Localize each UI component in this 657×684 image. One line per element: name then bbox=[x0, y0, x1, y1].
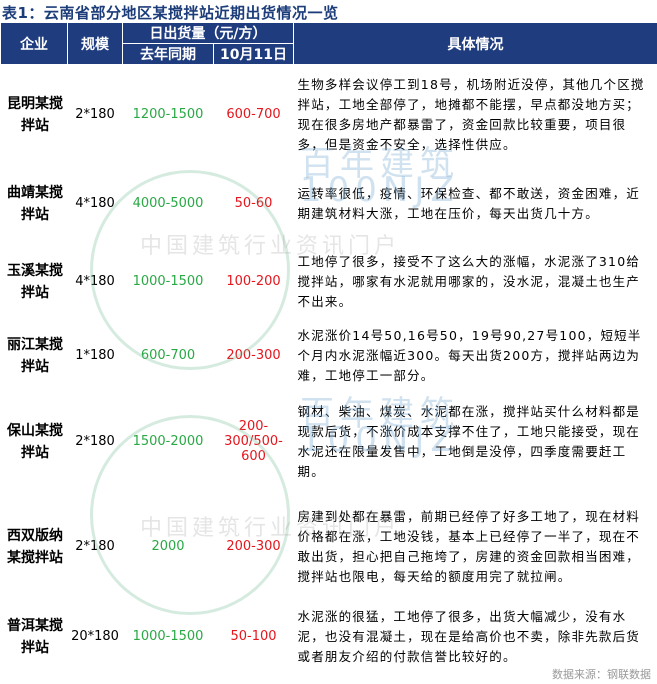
table-row: 保山某搅拌站 2*180 1500-2000 200-300/500-600 钢材、柴油… bbox=[1, 391, 657, 493]
shipment-table: 企业 规模 日出货量（元/方） 具体情况 去年同期 10月11日 昆明某搅拌站 2… bbox=[0, 22, 657, 673]
last-year-cell: 1200-1500 bbox=[132, 107, 204, 123]
detail-cell: 工地停了很多，接受不了这么大的涨幅，水泥涨了310给搅拌站，哪家有水泥就用哪家的… bbox=[297, 253, 641, 309]
last-year-cell: 1000-1500 bbox=[132, 629, 204, 644]
header-date: 10月11日 bbox=[213, 43, 294, 65]
detail-cell: 钢材、柴油、煤炭、水泥都在涨，搅拌站买什么材料都是现款后货，不涨价成本支撑不住了… bbox=[297, 403, 641, 479]
last-year-cell: 1500-2000 bbox=[132, 434, 204, 449]
current-cell: 600-700 bbox=[226, 107, 281, 123]
table-row: 昆明某搅拌站 2*180 1200-1500 600-700 生物多样会议停工到18号，… bbox=[1, 65, 657, 165]
table-row: 普洱某搅拌站 20*180 1000-1500 50-100 水泥涨的很猛，工地停了很多… bbox=[1, 601, 657, 673]
table-row: 曲靖某搅拌站 4*180 4000-5000 50-60 运转率很低，疫情、环保检查、都… bbox=[1, 165, 657, 243]
company-cell: 玉溪某搅拌站 bbox=[7, 262, 63, 301]
header-scale: 规模 bbox=[67, 22, 123, 65]
last-year-cell: 1000-1500 bbox=[132, 274, 204, 289]
detail-cell: 运转率很低，疫情、环保检查、都不敢送，资金困难，近期建筑材料大涨，工地在压价，每… bbox=[297, 185, 641, 221]
detail-cell: 水泥涨的很猛，工地停了很多，出货大幅减少，没有水泥，也没有混凝土，现在是给高价也… bbox=[297, 608, 641, 664]
scale-cell: 2*180 bbox=[75, 107, 115, 123]
scale-cell: 4*180 bbox=[75, 196, 115, 211]
table-row: 西双版纳某搅拌站 2*180 2000 200-300 房建到处都在暴雷，前期已经停了好… bbox=[1, 493, 657, 601]
company-cell: 保山某搅拌站 bbox=[7, 422, 63, 461]
current-cell: 200-300 bbox=[226, 348, 281, 363]
header-detail: 具体情况 bbox=[293, 22, 657, 65]
data-source: 数据来源：钢联数据 bbox=[552, 668, 651, 681]
company-cell: 丽江某搅拌站 bbox=[7, 336, 63, 375]
scale-cell: 2*180 bbox=[75, 434, 115, 449]
table-row: 玉溪某搅拌站 4*180 1000-1500 100-200 工地停了很多，接受不了这么… bbox=[1, 243, 657, 321]
table-row: 丽江某搅拌站 1*180 600-700 200-300 水泥涨价14号50,16号50… bbox=[1, 321, 657, 391]
scale-cell: 2*180 bbox=[75, 539, 115, 554]
current-cell: 50-100 bbox=[230, 629, 277, 644]
company-cell: 普洱某搅拌站 bbox=[7, 617, 63, 656]
detail-cell: 生物多样会议停工到18号，机场附近没停，其他几个区搅拌站，工地全部停了，地摊都不… bbox=[297, 76, 645, 152]
table-title: 表1：云南省部分地区某搅拌站近期出货情况一览 bbox=[2, 4, 339, 22]
company-cell: 昆明某搅拌站 bbox=[7, 95, 63, 134]
last-year-cell: 2000 bbox=[151, 539, 185, 554]
current-cell: 50-60 bbox=[234, 196, 273, 211]
header-daily: 日出货量（元/方） bbox=[122, 22, 294, 44]
current-cell: 200-300/500-600 bbox=[224, 419, 283, 464]
scale-cell: 20*180 bbox=[71, 629, 119, 644]
detail-cell: 水泥涨价14号50,16号50，19号90,27号100，短短半个月内水泥涨幅近… bbox=[297, 327, 642, 383]
current-cell: 100-200 bbox=[226, 274, 281, 289]
header-company: 企业 bbox=[0, 22, 68, 65]
scale-cell: 4*180 bbox=[75, 274, 115, 289]
detail-cell: 房建到处都在暴雷，前期已经停了好多工地了，现在材料价格都在涨，工地没钱，基本上已… bbox=[297, 508, 641, 584]
last-year-cell: 600-700 bbox=[140, 348, 196, 363]
last-year-cell: 4000-5000 bbox=[132, 196, 204, 211]
company-cell: 曲靖某搅拌站 bbox=[7, 184, 63, 223]
company-cell: 西双版纳某搅拌站 bbox=[7, 527, 63, 566]
scale-cell: 1*180 bbox=[75, 348, 115, 363]
current-cell: 200-300 bbox=[226, 539, 281, 554]
header-last-year: 去年同期 bbox=[122, 43, 214, 65]
